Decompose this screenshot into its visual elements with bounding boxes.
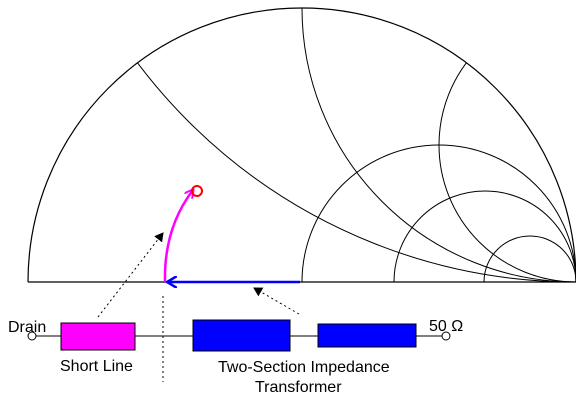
- transformer-section-1: [192, 319, 291, 352]
- transformer-section-2: [317, 323, 417, 348]
- transformer-pointer: [253, 287, 300, 315]
- smith-chart: [27, 7, 576, 283]
- reactance-arc-3: [438, 8, 576, 282]
- short-line-trajectory: [163, 190, 193, 282]
- load-terminal: [441, 331, 451, 341]
- drain-terminal: [27, 331, 37, 341]
- short-line-pointer: [97, 232, 164, 318]
- short-line-element: [60, 322, 136, 351]
- transformer-label-line2: Transformer: [255, 379, 342, 396]
- start-point-marker: [191, 185, 203, 197]
- circuit-schematic: [27, 319, 451, 352]
- reactance-arc-1: [28, 8, 576, 282]
- transformer-label-line1: Two-Section Impedance: [218, 359, 390, 376]
- load-label: 50 Ω: [429, 318, 463, 335]
- chart-outer-circle: [27, 7, 576, 283]
- resistance-circle-2: [393, 190, 576, 282]
- drain-label: Drain: [8, 319, 46, 336]
- resistance-circle-3: [483, 235, 576, 282]
- chart-grid: [28, 8, 576, 282]
- short-line-label: Short Line: [60, 358, 133, 375]
